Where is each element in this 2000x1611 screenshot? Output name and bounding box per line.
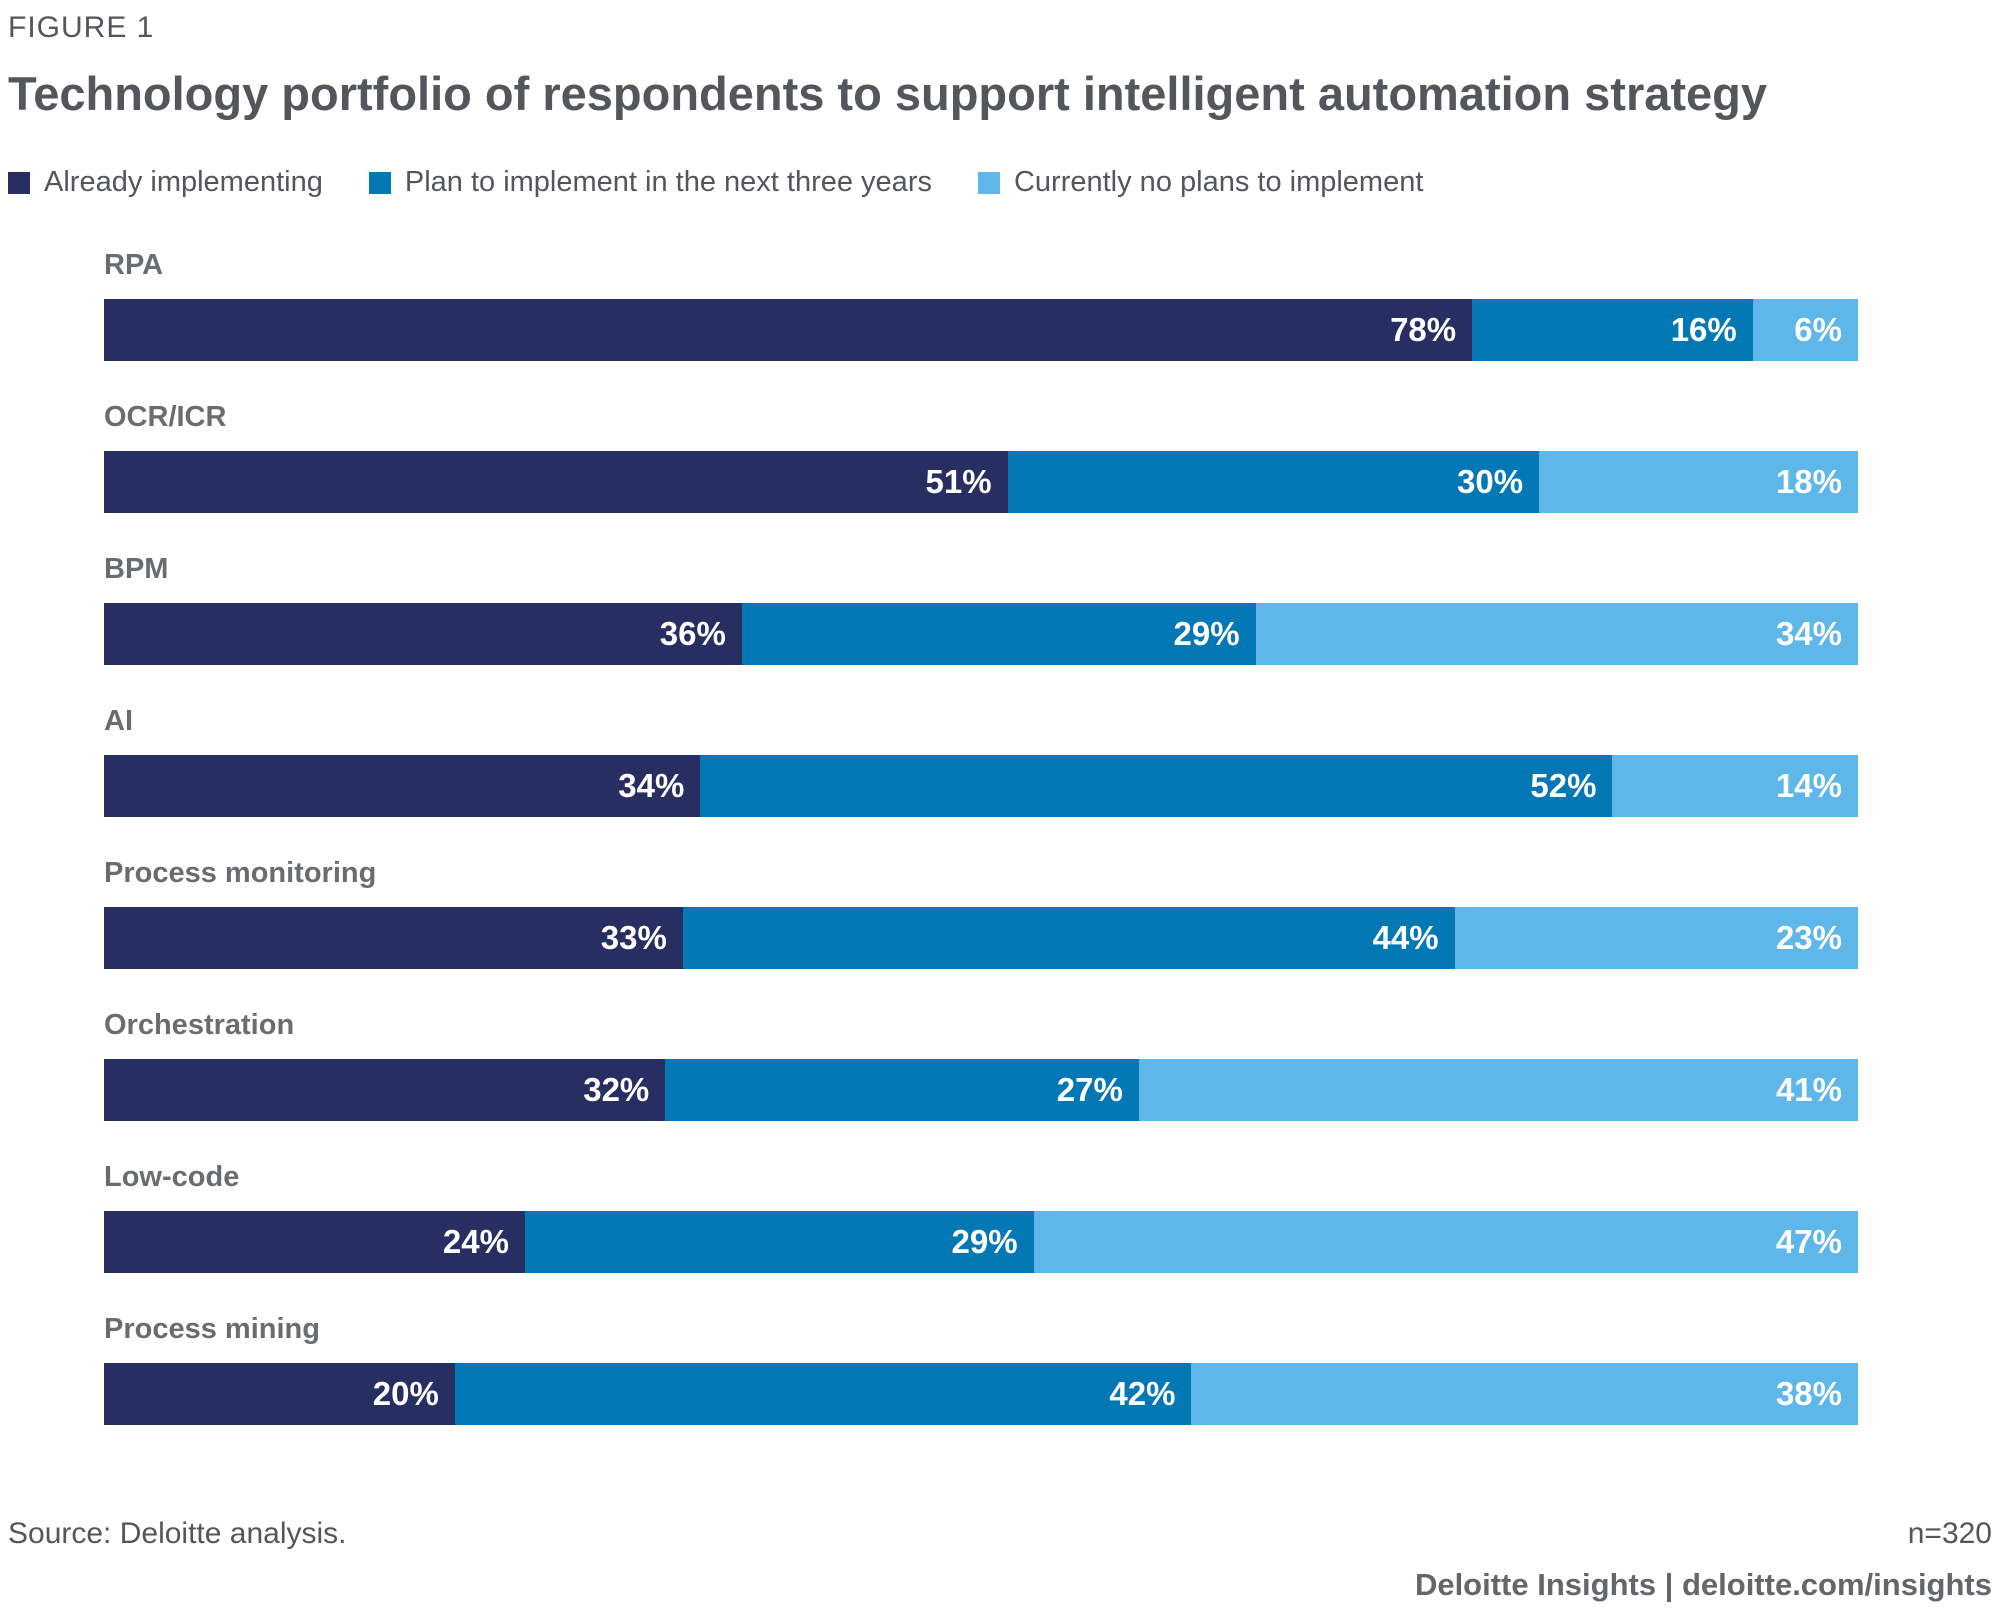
bar-segment: 47% <box>1033 1211 1858 1273</box>
segment-value-label: 24% <box>442 1223 509 1260</box>
bar-segment: 20% <box>104 1363 455 1425</box>
row-label: Low-code <box>104 1161 240 1193</box>
chart-row: RPA 78% 16% 6% <box>104 247 1858 361</box>
legend-label: Currently no plans to implement <box>1013 166 1424 198</box>
bar-segment: 27% <box>665 1059 1139 1121</box>
chart-row: Process mining 20% 42% 38% <box>104 1311 1858 1425</box>
legend-label: Plan to implement in the next three year… <box>404 166 932 198</box>
stacked-bar: 34% 52% 14% <box>104 755 1858 817</box>
legend-item-1: Already implementing <box>8 166 323 199</box>
figure-label: FIGURE 1 <box>8 11 155 44</box>
segment-value-label: 14% <box>1775 767 1842 804</box>
bar-segment: 30% <box>1007 451 1540 513</box>
bar-segment: 38% <box>1191 1363 1858 1425</box>
chart-footer: Source: Deloitte analysis. n=320 <box>8 1517 1992 1551</box>
source-note: Source: Deloitte analysis. <box>8 1517 347 1550</box>
stacked-bar: 20% 42% 38% <box>104 1363 1858 1425</box>
segment-value-label: 20% <box>372 1375 439 1412</box>
segment-value-label: 29% <box>1173 615 1240 652</box>
bar-segment: 51% <box>104 451 1008 513</box>
segment-value-label: 52% <box>1530 767 1597 804</box>
row-label: Process monitoring <box>104 857 377 889</box>
bar-segment: 78% <box>104 299 1473 361</box>
bar-segment: 32% <box>104 1059 666 1121</box>
row-label: Orchestration <box>104 1009 295 1041</box>
row-label: BPM <box>104 553 169 585</box>
segment-value-label: 29% <box>951 1223 1018 1260</box>
chart-title: Technology portfolio of respondents to s… <box>8 67 1768 120</box>
legend-item-2: Plan to implement in the next three year… <box>368 166 932 199</box>
stacked-bar: 78% 16% 6% <box>104 299 1858 361</box>
stacked-bar: 33% 44% 23% <box>104 907 1858 969</box>
legend-swatch-icon <box>8 171 30 194</box>
bar-segment: 14% <box>1612 755 1858 817</box>
chart-row: Orchestration 32% 27% 41% <box>104 1007 1858 1121</box>
segment-value-label: 42% <box>1109 1375 1176 1412</box>
segment-value-label: 34% <box>1775 615 1842 652</box>
row-label: Process mining <box>104 1313 320 1345</box>
segment-value-label: 44% <box>1372 919 1439 956</box>
stacked-bar: 36% 29% 34% <box>104 603 1858 665</box>
bar-segment: 23% <box>1454 907 1858 969</box>
bar-segment: 33% <box>104 907 683 969</box>
legend-swatch-icon <box>368 171 391 194</box>
segment-value-label: 23% <box>1775 919 1842 956</box>
bar-segment: 18% <box>1539 451 1858 513</box>
deloitte-insights-brand: Deloitte Insights | deloitte.com/insight… <box>1414 1567 1992 1602</box>
flex-spacer <box>8 1463 1992 1499</box>
stacked-bar-chart: RPA 78% 16% 6% OCR/ICR 51% 30% 18% BPM 36% 29% 34% A… <box>104 247 1858 1463</box>
bar-segment: 41% <box>1138 1059 1858 1121</box>
legend-item-3: Currently no plans to implement <box>977 166 1424 199</box>
segment-value-label: 32% <box>583 1071 650 1108</box>
segment-value-label: 33% <box>600 919 667 956</box>
segment-value-label: 16% <box>1670 311 1737 348</box>
row-label: OCR/ICR <box>104 401 227 433</box>
segment-value-label: 6% <box>1794 311 1842 348</box>
bar-segment: 16% <box>1472 299 1753 361</box>
stacked-bar: 24% 29% 47% <box>104 1211 1858 1273</box>
chart-row: OCR/ICR 51% 30% 18% <box>104 399 1858 513</box>
bar-segment: 24% <box>104 1211 525 1273</box>
segment-value-label: 78% <box>1390 311 1457 348</box>
segment-value-label: 41% <box>1775 1071 1842 1108</box>
bar-segment: 29% <box>741 603 1256 665</box>
bar-segment: 34% <box>1255 603 1858 665</box>
legend-swatch-icon <box>977 171 1000 194</box>
chart-row: Process monitoring 33% 44% 23% <box>104 855 1858 969</box>
bar-segment: 42% <box>454 1363 1192 1425</box>
bar-segment: 52% <box>700 755 1613 817</box>
legend-label: Already implementing <box>44 166 323 198</box>
bar-segment: 6% <box>1752 299 1858 361</box>
bar-segment: 34% <box>104 755 701 817</box>
segment-value-label: 30% <box>1457 463 1524 500</box>
segment-value-label: 38% <box>1775 1375 1842 1412</box>
row-label: RPA <box>104 249 164 281</box>
stacked-bar: 51% 30% 18% <box>104 451 1858 513</box>
chart-row: BPM 36% 29% 34% <box>104 551 1858 665</box>
bar-segment: 29% <box>524 1211 1034 1273</box>
chart-row: AI 34% 52% 14% <box>104 703 1858 817</box>
bar-segment: 36% <box>104 603 742 665</box>
stacked-bar: 32% 27% 41% <box>104 1059 1858 1121</box>
bar-segment: 44% <box>682 907 1455 969</box>
chart-legend: Already implementing Plan to implement in… <box>8 166 1992 199</box>
segment-value-label: 51% <box>925 463 992 500</box>
segment-value-label: 18% <box>1775 463 1842 500</box>
sample-size: n=320 <box>1907 1517 1992 1550</box>
segment-value-label: 47% <box>1775 1223 1842 1260</box>
segment-value-label: 36% <box>659 615 726 652</box>
segment-value-label: 34% <box>618 767 685 804</box>
segment-value-label: 27% <box>1056 1071 1123 1108</box>
row-label: AI <box>104 705 133 737</box>
chart-row: Low-code 24% 29% 47% <box>104 1159 1858 1273</box>
